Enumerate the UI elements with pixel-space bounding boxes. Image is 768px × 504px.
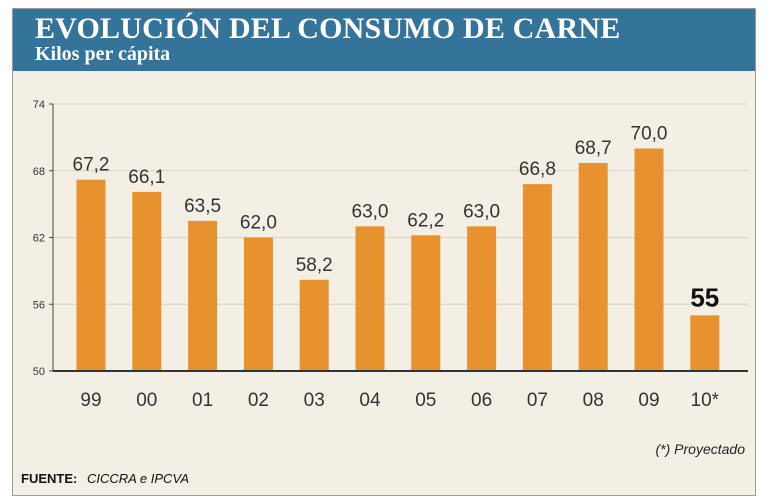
source-label: FUENTE: (21, 471, 78, 486)
bar (188, 220, 218, 371)
y-tick-label: 62 (33, 233, 45, 245)
data-label: 70,0 (631, 124, 668, 145)
chart-header: EVOLUCIÓN DEL CONSUMO DE CARNE Kilos per… (13, 9, 755, 71)
data-label: 63,0 (463, 201, 500, 222)
x-tick-label: 02 (248, 390, 269, 411)
x-tick-label: 09 (638, 390, 659, 411)
bars: 67,2 66,1 63,5 62,0 58,2 63,0 62,2 63,0 66,8 68,7… (73, 124, 720, 371)
bar (299, 279, 329, 371)
bar (243, 237, 273, 371)
x-tick-label: 01 (192, 390, 213, 411)
x-tick-label: 06 (471, 390, 492, 411)
y-tick-label: 74 (33, 99, 45, 111)
bar (355, 226, 385, 371)
data-label: 58,2 (296, 255, 333, 276)
x-tick-label: 04 (359, 390, 381, 411)
bar (467, 226, 497, 371)
chart-panel: EVOLUCIÓN DEL CONSUMO DE CARNE Kilos per… (12, 8, 756, 496)
bar (132, 191, 162, 371)
gridlines (53, 103, 748, 305)
bar (411, 235, 441, 371)
y-tick-label: 68 (33, 166, 45, 178)
y-tick-label: 56 (33, 299, 45, 311)
data-label: 68,7 (575, 138, 612, 159)
chart-subtitle: Kilos per cápita (35, 43, 171, 65)
projection-note: (*) Proyectado (655, 441, 745, 457)
data-label: 62,0 (240, 213, 277, 234)
bar (634, 148, 664, 371)
bar (76, 179, 106, 371)
chart-title: EVOLUCIÓN DEL CONSUMO DE CARNE (35, 12, 621, 45)
x-tick-label: 05 (415, 390, 436, 411)
bar (578, 162, 608, 371)
data-label: 63,5 (184, 196, 221, 217)
source-value: CICCRA e IPCVA (86, 471, 190, 486)
data-label: 63,0 (352, 201, 389, 222)
x-tick-label: 07 (527, 390, 548, 411)
x-tick-label: 03 (304, 390, 325, 411)
axes: 50 56 62 68 74 99 00 01 02 03 04 05 06 07 08 09 10* (33, 99, 748, 411)
bar-chart: 67,2 66,1 63,5 62,0 58,2 63,0 62,2 63,0 66,8 68,7… (33, 99, 748, 411)
data-label: 62,2 (407, 210, 444, 231)
x-tick-label: 99 (80, 390, 101, 411)
source-line: FUENTE: CICCRA e IPCVA (21, 471, 189, 486)
y-tick-label: 50 (33, 366, 45, 378)
x-tick-label: 08 (583, 390, 604, 411)
x-tick-label: 10* (691, 390, 720, 411)
data-label: 66,1 (128, 167, 165, 188)
x-tick-label: 00 (136, 390, 157, 411)
bar (522, 184, 552, 371)
bar (690, 315, 720, 371)
data-label: 67,2 (73, 155, 110, 176)
data-label: 66,8 (519, 159, 556, 180)
data-label: 55 (690, 282, 719, 312)
